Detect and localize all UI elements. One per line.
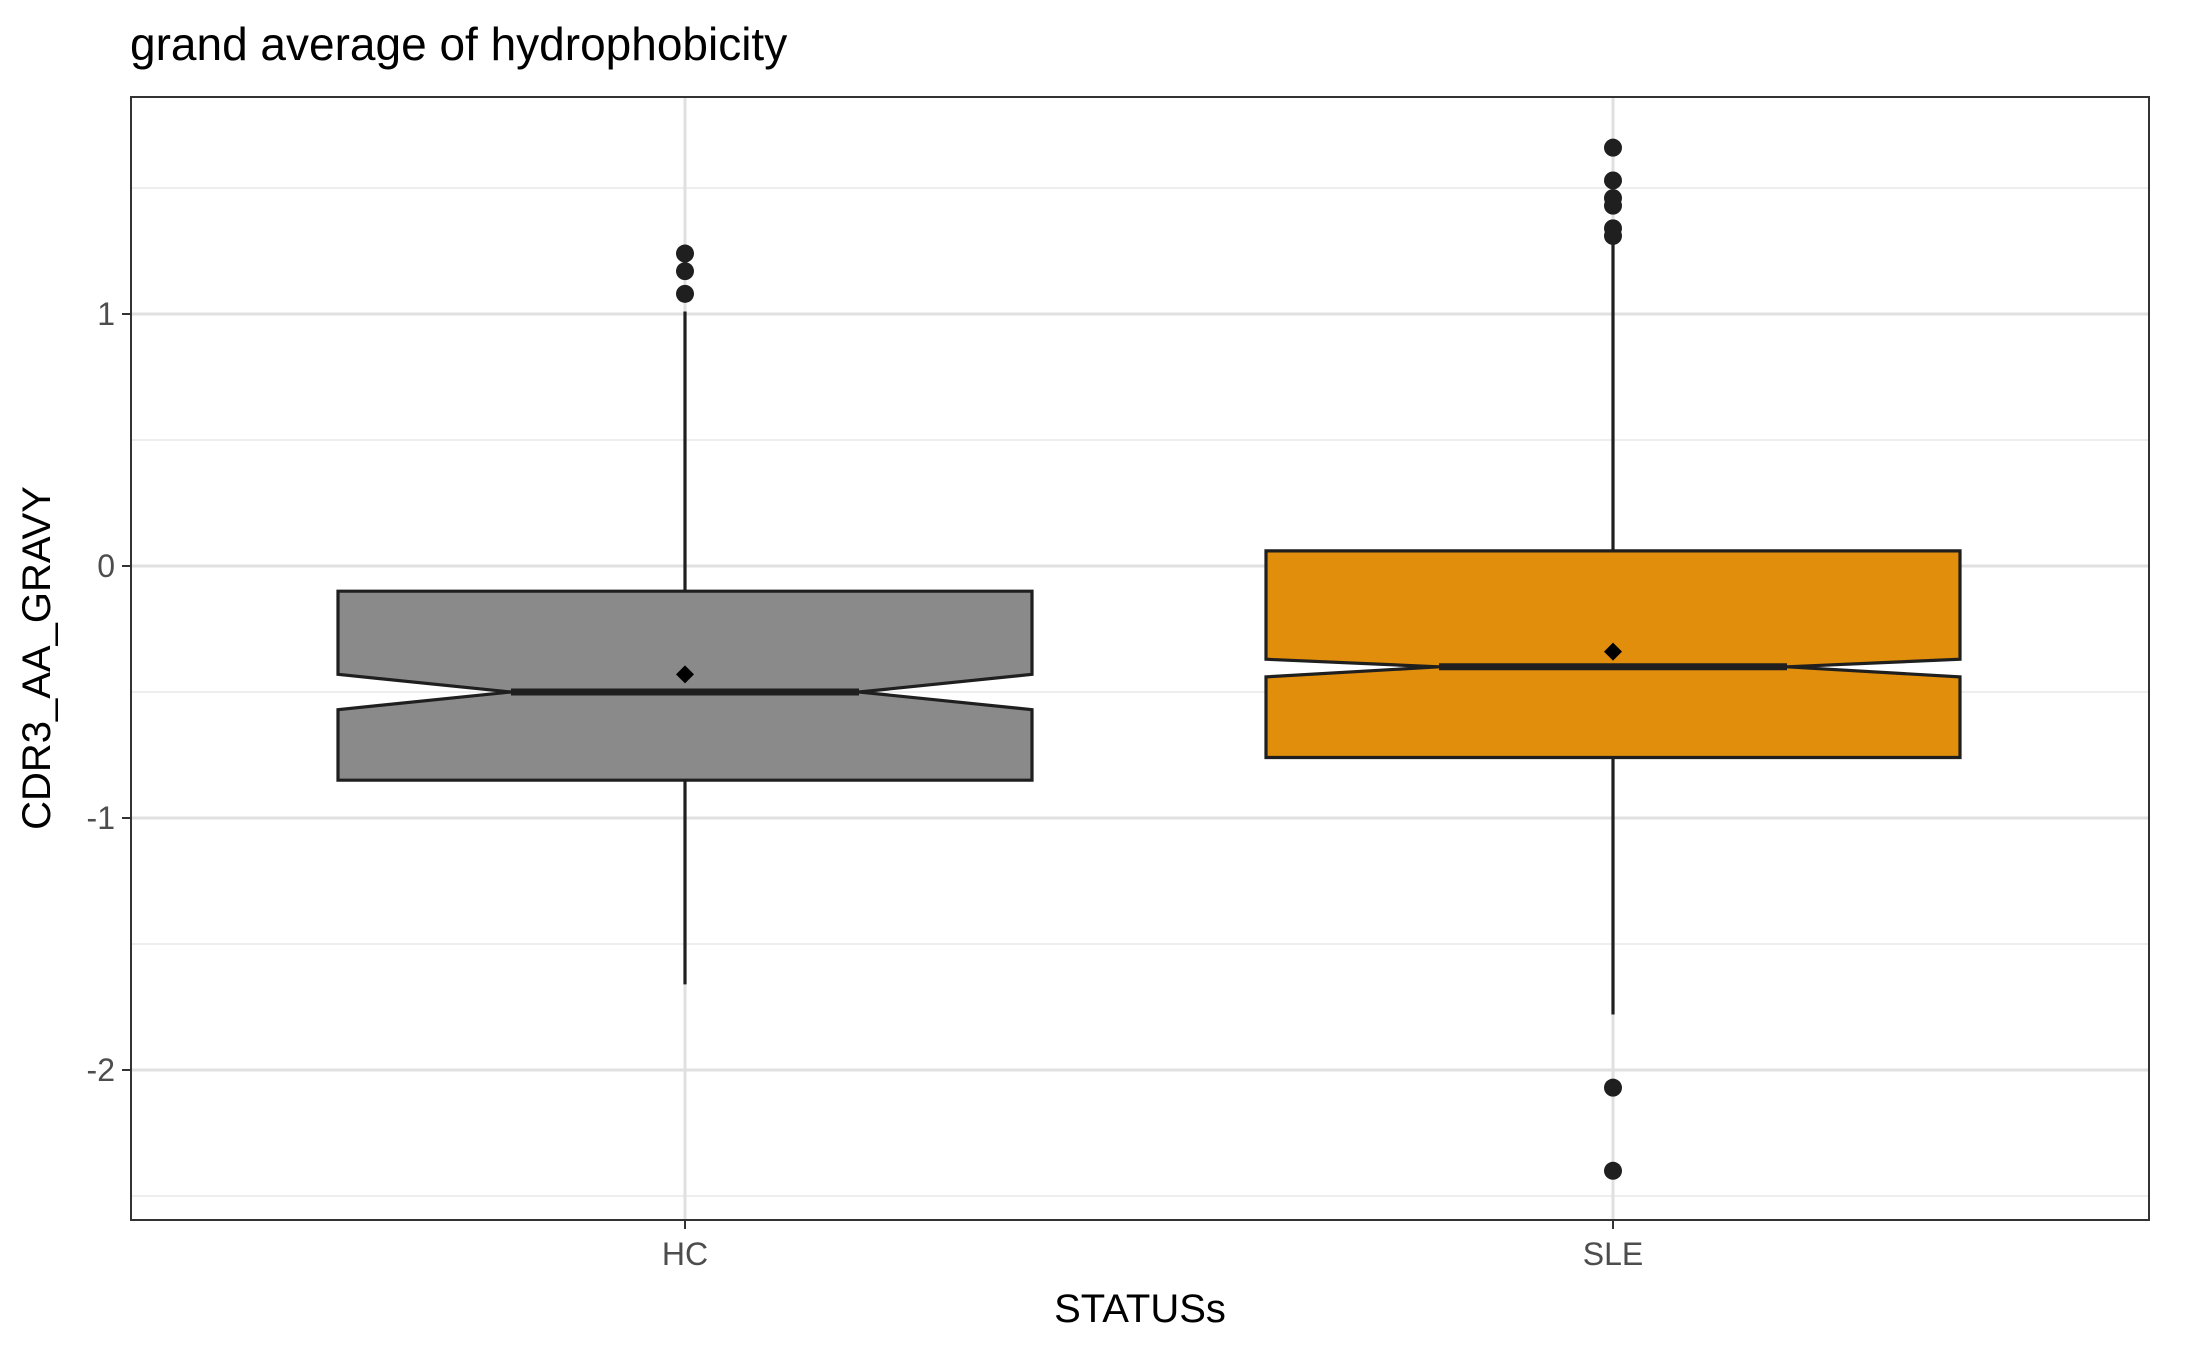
- x-axis-title: STATUSs: [1054, 1287, 1226, 1331]
- outlier-point: [676, 262, 694, 281]
- y-tick-label: -2: [87, 1052, 115, 1088]
- outlier-point: [1604, 138, 1622, 157]
- outlier-point: [676, 284, 694, 303]
- y-tick-label: 0: [97, 548, 115, 584]
- plot-panel-border: [130, 96, 2150, 1221]
- y-axis-title: CDR3_AA_GRAVY: [15, 486, 59, 830]
- mean-marker: [1604, 642, 1622, 661]
- outlier-point: [1604, 196, 1622, 215]
- outlier-point: [1604, 1161, 1622, 1180]
- chart-title: grand average of hydrophobicity: [130, 18, 787, 70]
- outlier-point: [676, 244, 694, 263]
- boxes-layer: [336, 138, 1962, 1180]
- axes-layer: -2 -1 0 1 HC SLE: [87, 296, 1644, 1272]
- notched-box: [336, 589, 1034, 782]
- y-tick-label: 1: [97, 296, 115, 332]
- x-tick-label: SLE: [1583, 1236, 1643, 1272]
- box-group-hc: [336, 244, 1034, 985]
- outlier-point: [1604, 226, 1622, 245]
- outlier-point: [1604, 1078, 1622, 1097]
- y-tick-label: -1: [87, 800, 115, 836]
- x-tick-label: HC: [662, 1236, 708, 1272]
- outlier-point: [1604, 171, 1622, 190]
- box-group-sle: [1264, 138, 1962, 1180]
- mean-marker: [676, 665, 694, 684]
